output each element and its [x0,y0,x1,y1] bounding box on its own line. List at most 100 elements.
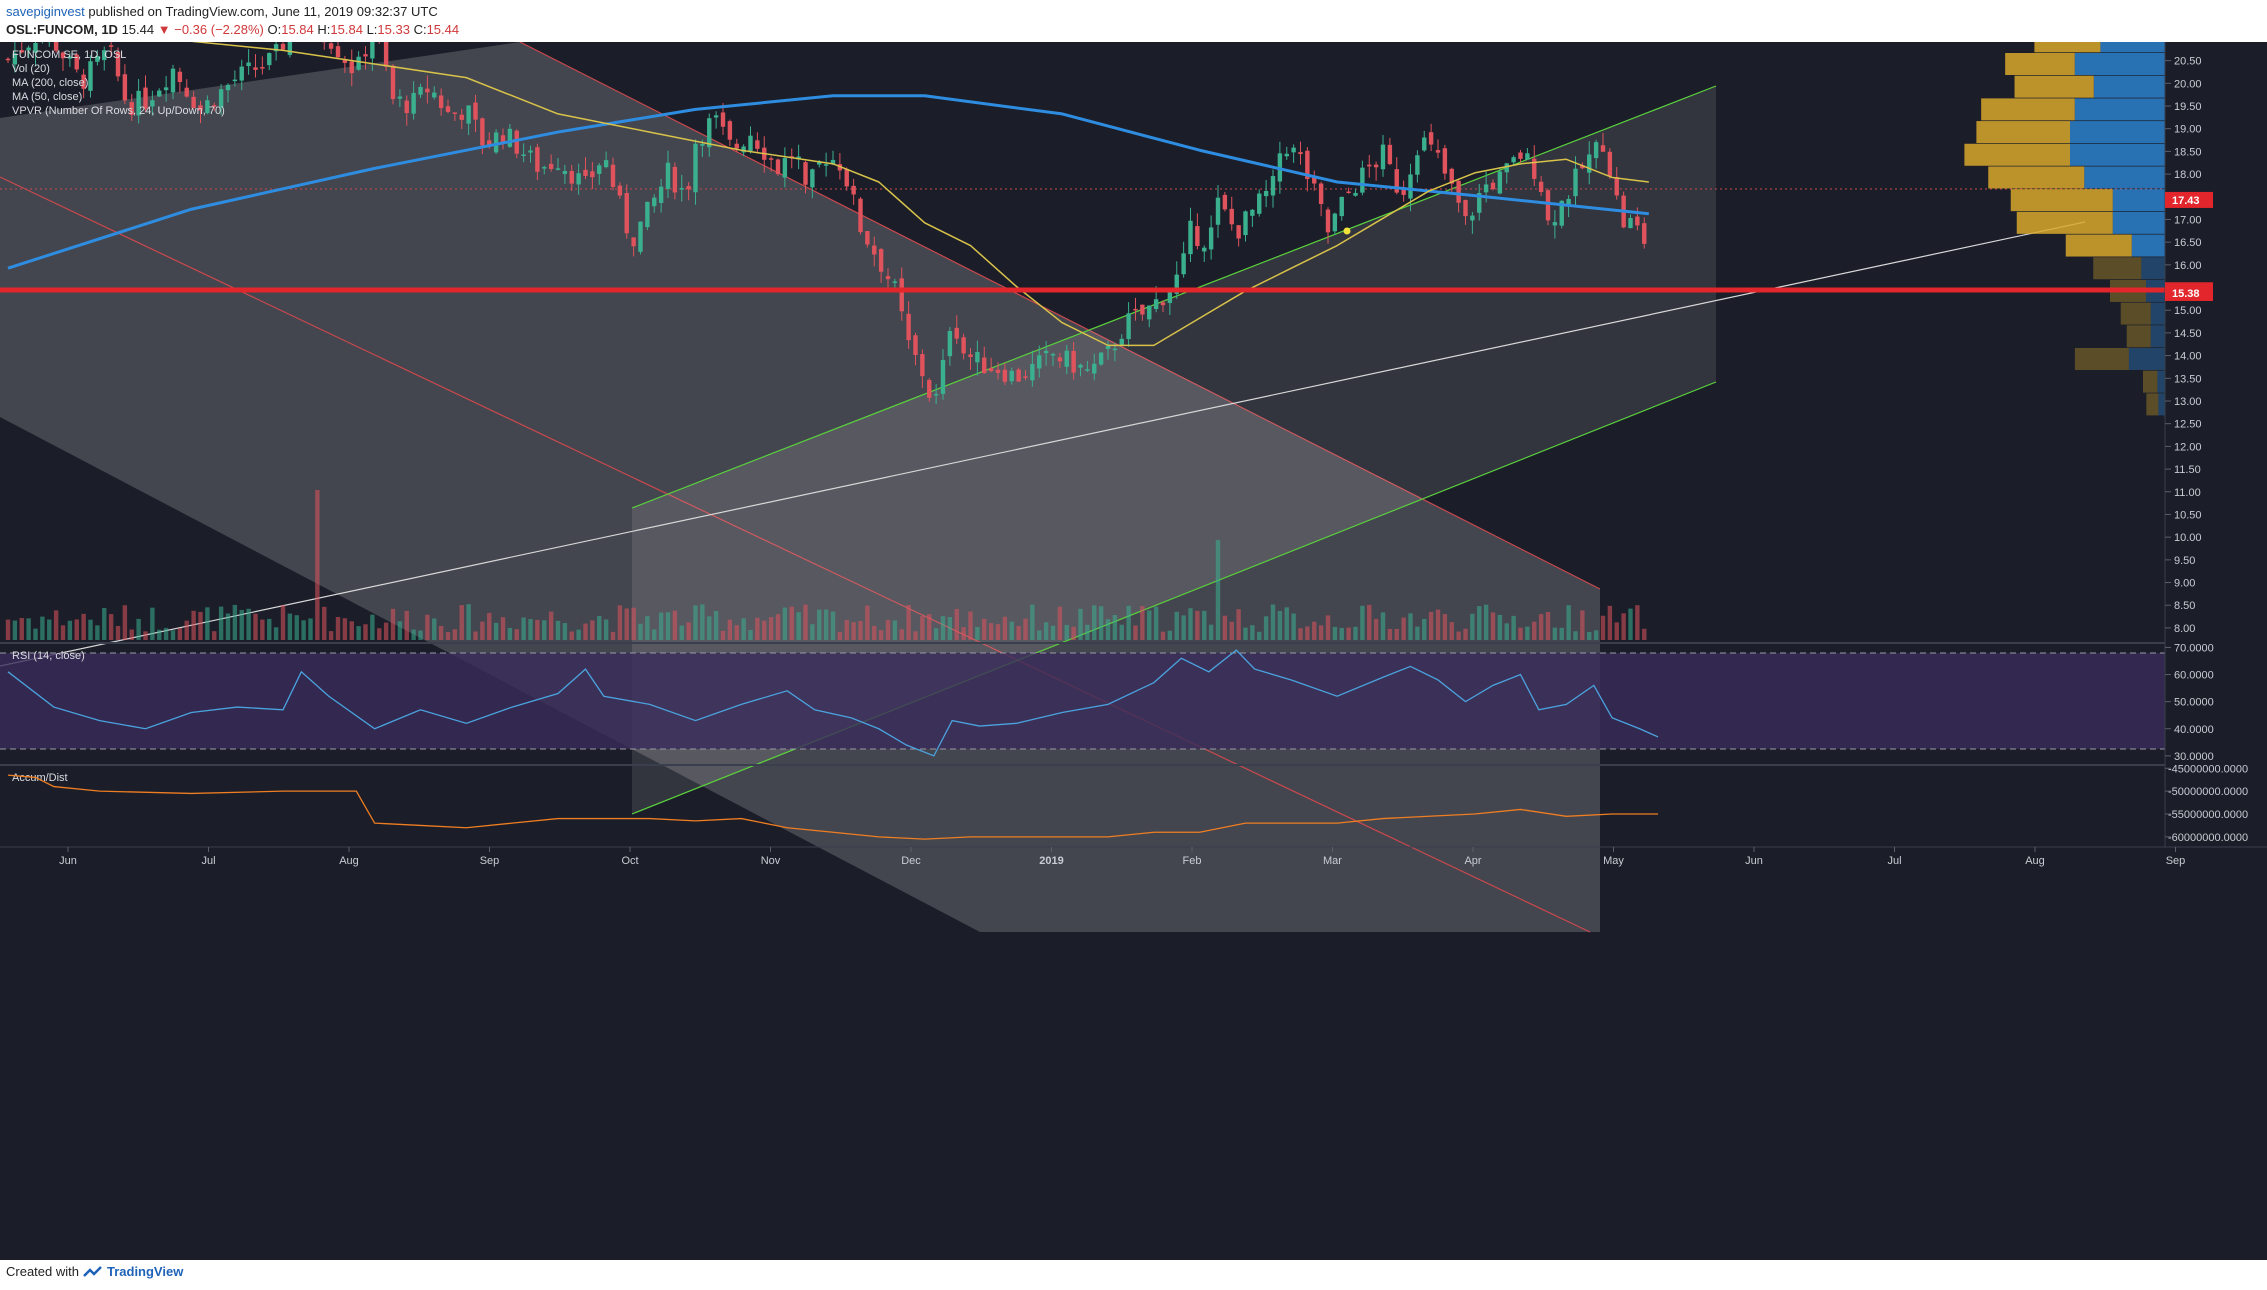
volume-bar [851,622,856,640]
candles [5,42,1647,405]
vpvr-up-bar [2005,53,2075,75]
candle-body [1126,313,1131,340]
candle-body [1339,196,1344,217]
volume-bar [473,631,478,640]
volume-bar [438,625,444,640]
volume-bar [232,604,238,640]
vpvr-up-bar [2146,393,2159,416]
time-tick-label: Nov [761,855,781,867]
published-text: published on TradingView.com, June 11, 2… [88,4,438,19]
chart-canvas[interactable]: FUNCOM SE, 1D, OSL Vol (20) MA (200, clo… [0,42,2267,1260]
candle-body [1607,151,1613,177]
candle-body [1257,193,1262,214]
volume-bar [40,616,45,640]
volume-bar [1435,609,1441,640]
ad-tick-label: -50000000.0000 [2168,786,2248,798]
volume-bar [665,612,671,640]
volume-bar [390,608,396,640]
volume-bar [170,630,176,640]
volume-bar [1126,605,1131,640]
price-tick-label: 14.00 [2174,351,2202,363]
high-value: 15.84 [330,22,363,37]
volume-profile [1964,42,2165,416]
volume-bar [218,606,224,640]
volume-bar [67,620,73,640]
volume-bar [363,624,368,640]
candle-body [1016,369,1021,382]
rsi-tick-label: 50.0000 [2174,697,2214,709]
volume-bar [205,607,210,640]
marker-dot [1343,227,1351,235]
volume-bar [280,605,286,640]
volume-bar [1174,611,1179,640]
candle-body [1511,157,1516,163]
rsi-axis-ticks: 70.0000 60.0000 50.0000 40.0000 30.0000 [2165,642,2214,763]
price-axis[interactable] [2165,42,2267,1260]
candle-body [260,67,265,69]
volume-bar [789,606,794,640]
volume-bar [1566,605,1571,640]
candle-body [665,162,671,189]
volume-bar [1463,628,1468,640]
vpvr-down-bar [2131,234,2165,257]
candle-body [33,42,38,53]
volume-bar [1587,631,1592,640]
candle-body [830,159,836,164]
candle-body [920,354,925,377]
volume-bar [480,621,485,640]
volume-bar [459,605,464,640]
volume-bar [961,627,966,640]
candle-body [432,92,437,98]
volume-bar [1511,615,1516,640]
volume-bar [1456,631,1461,640]
candle-body [720,112,726,127]
candle-body [755,140,760,149]
candle-body [1477,192,1482,213]
volume-bar [1057,606,1063,640]
price-tick-label: 8.50 [2174,600,2195,612]
volume-bar [322,606,327,640]
time-axis-ticks[interactable]: Jun Jul Aug Sep Oct Nov Dec 2019 Feb Mar Apr May Jun… [59,847,2267,867]
time-tick-label: 2019 [1039,855,1063,867]
volume-bar [686,622,691,640]
price-tick-label: 9.50 [2174,555,2195,567]
volume-bar [927,614,932,640]
candle-body [411,92,416,114]
volume-bar [411,629,416,640]
volume-bar [1208,624,1214,640]
candle-body [810,169,815,188]
volume-bar [74,619,79,640]
volume-bar [356,626,361,640]
long-trendline [0,221,2086,667]
candle-body [768,158,774,160]
price-tick-label: 14.50 [2174,328,2202,340]
candle-body [1312,175,1317,184]
author-link[interactable]: savepiginvest [6,4,85,19]
candle-body [638,221,643,252]
footer-brand[interactable]: TradingView [106,1264,184,1279]
volume-bar [1098,606,1104,640]
volume-bar [583,623,588,640]
vpvr-up-bar [2065,234,2132,257]
volume-bar [507,627,513,640]
candle-body [686,186,691,190]
candle-body [1422,137,1427,151]
candle-body [1147,305,1152,320]
volume-bar [1263,616,1269,640]
tradingview-logo-icon [83,1265,102,1277]
volume-bar [576,629,581,640]
volume-bar [548,611,554,640]
candle-body [982,357,987,374]
candle-body [12,53,18,65]
pane-separator-1 [0,642,2165,644]
candle-body [1043,350,1049,354]
vpvr-down-bar [2157,370,2165,393]
volume-bar [1428,611,1434,640]
candle-body [1593,142,1599,159]
ad-tick-label: -45000000.0000 [2168,763,2248,775]
volume-bar [803,604,808,640]
candle-body [328,43,334,49]
candle-body [555,168,561,170]
candle-body [542,167,547,169]
rsi-tick-label: 30.0000 [2174,751,2214,763]
